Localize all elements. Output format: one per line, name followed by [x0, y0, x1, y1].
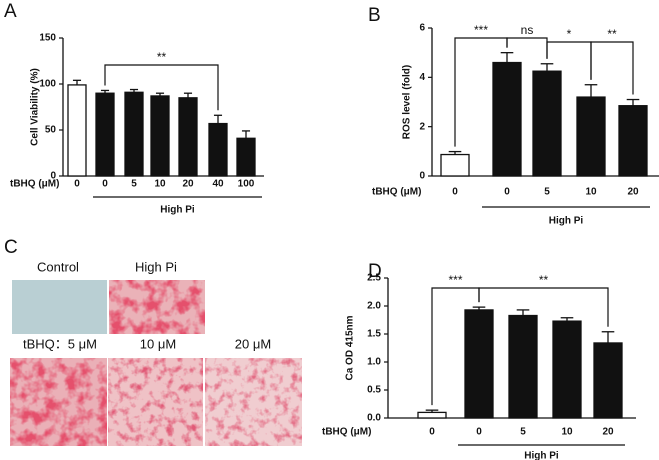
bar — [464, 309, 494, 419]
bar — [236, 137, 256, 177]
micrograph — [12, 280, 107, 334]
y-tick-label: 1.5 — [367, 329, 381, 340]
image-label: tBHQ：5 μM — [23, 336, 97, 351]
y-tick-label: 4 — [419, 72, 425, 83]
bar — [208, 122, 228, 177]
bar — [508, 314, 538, 419]
significance-bracket — [104, 64, 219, 111]
x-tick-label: 0 — [504, 187, 510, 198]
significance-label: *** — [448, 273, 462, 287]
x-tick-label: 100 — [238, 179, 255, 190]
x-tick-label: 5 — [131, 179, 137, 190]
y-tick-label: 0 — [419, 171, 425, 182]
x-tick-label: 0 — [102, 179, 108, 190]
bar — [67, 84, 87, 177]
x-tick-label: 10 — [585, 187, 597, 198]
bar — [417, 411, 447, 419]
y-tick-label: 0 — [50, 171, 56, 182]
y-tick-label: 50 — [45, 125, 57, 136]
group-label: High Pi — [160, 205, 195, 216]
panel-letter: B — [368, 5, 381, 26]
x-tick-label: 20 — [627, 187, 639, 198]
bar — [124, 91, 144, 177]
y-tick-label: 2.0 — [367, 301, 381, 312]
significance-label: ** — [157, 50, 167, 64]
panel-letter: A — [4, 1, 17, 22]
y-tick-label: 0.5 — [367, 385, 381, 396]
image-label: High Pi — [135, 259, 177, 274]
group-label: High Pi — [549, 216, 584, 227]
significance-label: * — [567, 27, 572, 41]
significance-bracket — [478, 287, 609, 327]
x-tick-label: 10 — [154, 179, 166, 190]
bar — [593, 342, 623, 419]
micrograph-stain — [205, 358, 302, 446]
x-tick-label: 20 — [602, 427, 614, 438]
x-tick-label: 0 — [476, 427, 482, 438]
bar — [576, 96, 606, 177]
y-axis-label: Cell Viability (%) — [30, 68, 41, 146]
bar — [552, 320, 582, 419]
micrograph-stain — [108, 358, 203, 446]
x-tick-label: 20 — [182, 179, 194, 190]
x-axis-label: tBHQ (μM) — [322, 427, 371, 438]
bar — [95, 92, 115, 177]
x-tick-label: 40 — [212, 179, 224, 190]
micrograph-stain — [109, 280, 205, 334]
panel-letter: D — [368, 261, 382, 282]
y-tick-label: 0.0 — [367, 413, 381, 424]
x-tick-label: 5 — [520, 427, 526, 438]
micrograph-stain — [10, 358, 107, 446]
bar — [440, 153, 470, 177]
significance-label: ** — [607, 27, 617, 41]
y-axis-label: Ca OD 415nm — [345, 315, 356, 380]
x-tick-label: 10 — [561, 427, 573, 438]
x-axis-label: tBHQ (μM) — [10, 179, 59, 190]
significance-bracket — [590, 41, 634, 95]
bar — [618, 105, 648, 177]
x-tick-label: 0 — [74, 179, 80, 190]
x-tick-label: 0 — [452, 187, 458, 198]
group-label: High Pi — [524, 451, 559, 460]
image-label: 20 μM — [235, 336, 271, 351]
y-tick-label: 2.5 — [367, 273, 381, 284]
x-tick-label: 0 — [429, 427, 435, 438]
y-tick-label: 150 — [39, 33, 56, 44]
significance-label: *** — [474, 23, 488, 37]
significance-label: ** — [539, 273, 549, 287]
bar — [492, 61, 522, 177]
panel-letter: C — [4, 237, 18, 258]
bar — [150, 95, 170, 177]
y-tick-label: 2 — [419, 121, 425, 132]
y-tick-label: 6 — [419, 23, 425, 34]
bar — [532, 70, 562, 177]
x-tick-label: 5 — [544, 187, 550, 198]
significance-label: ns — [521, 23, 534, 37]
image-label: 10 μM — [140, 336, 176, 351]
significance-bracket — [506, 37, 548, 59]
image-label: Control — [37, 259, 79, 274]
y-tick-label: 100 — [39, 79, 56, 90]
y-tick-label: 1.0 — [367, 357, 381, 368]
x-axis-label: tBHQ (μM) — [372, 187, 421, 198]
y-axis-label: ROS level (fold) — [402, 65, 413, 139]
bar — [178, 97, 198, 177]
